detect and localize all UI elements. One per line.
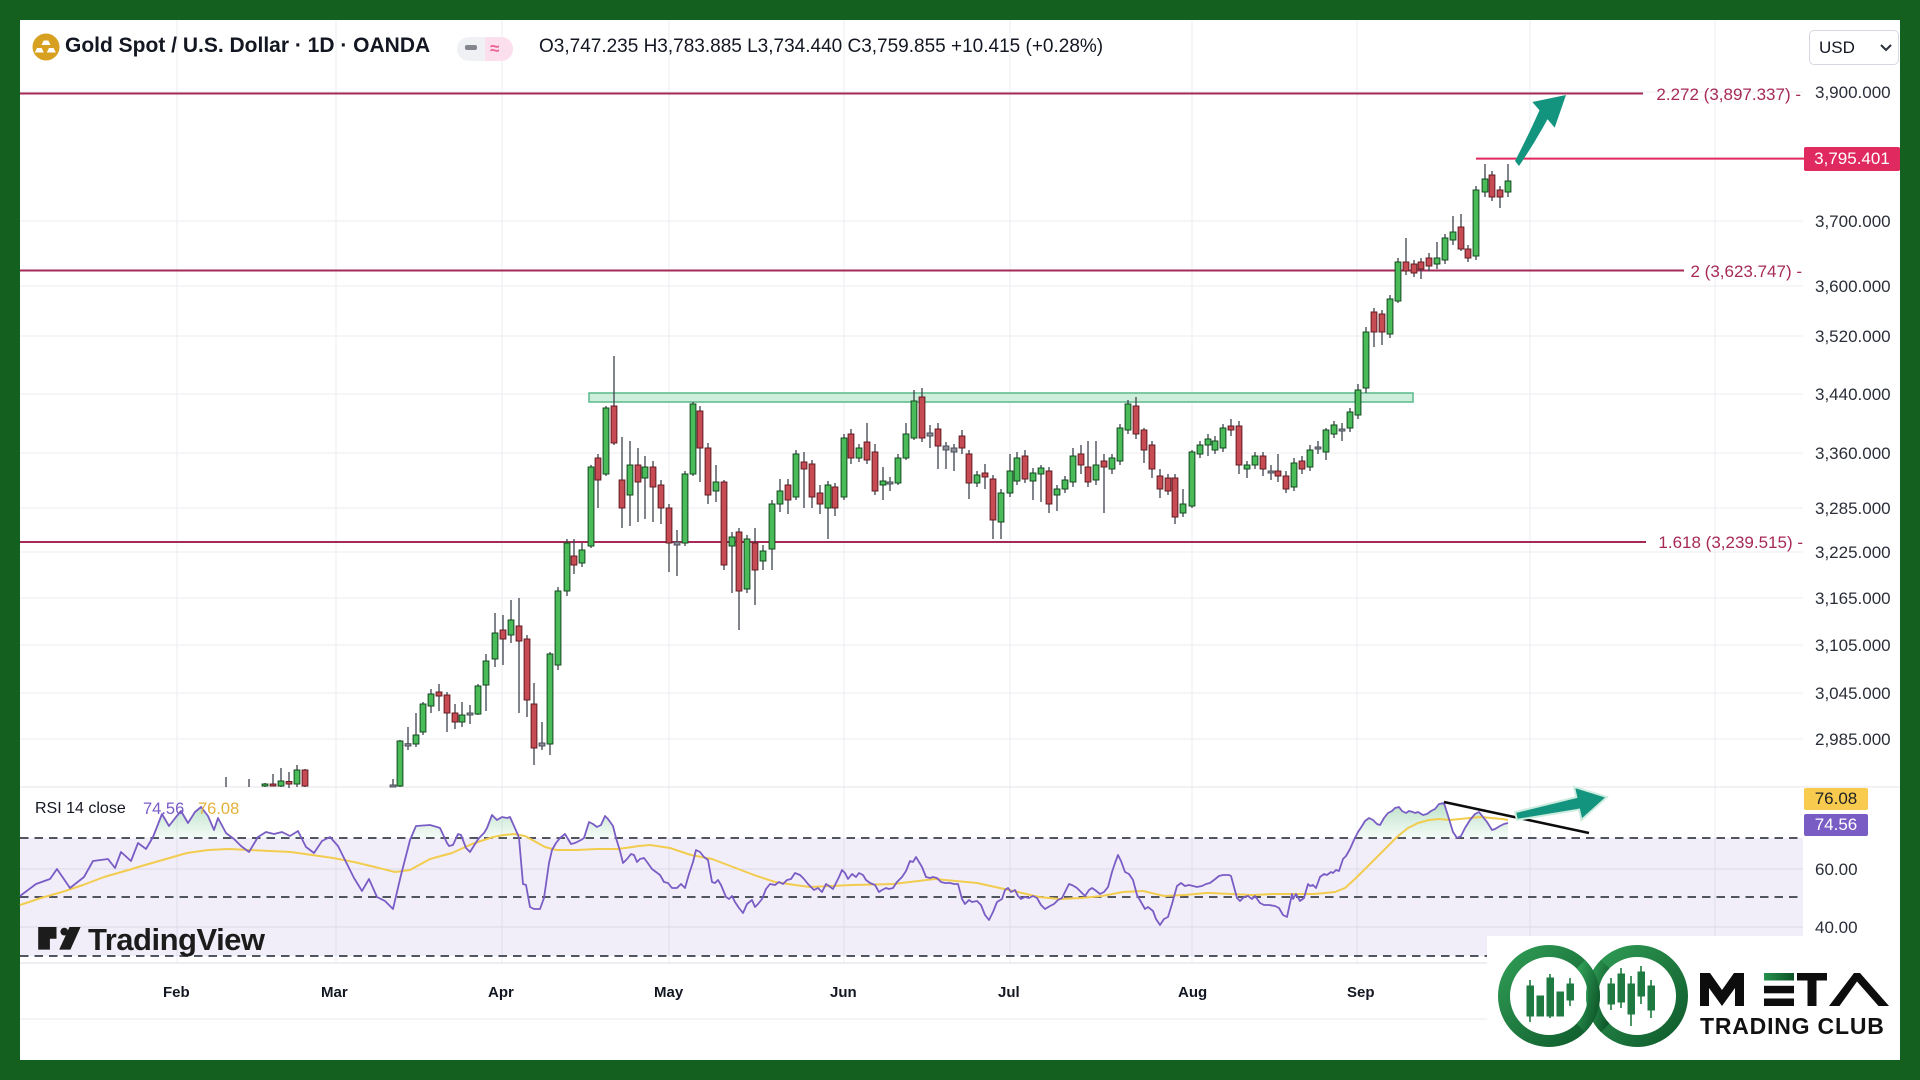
- svg-text:TRADING CLUB: TRADING CLUB: [1700, 1013, 1885, 1039]
